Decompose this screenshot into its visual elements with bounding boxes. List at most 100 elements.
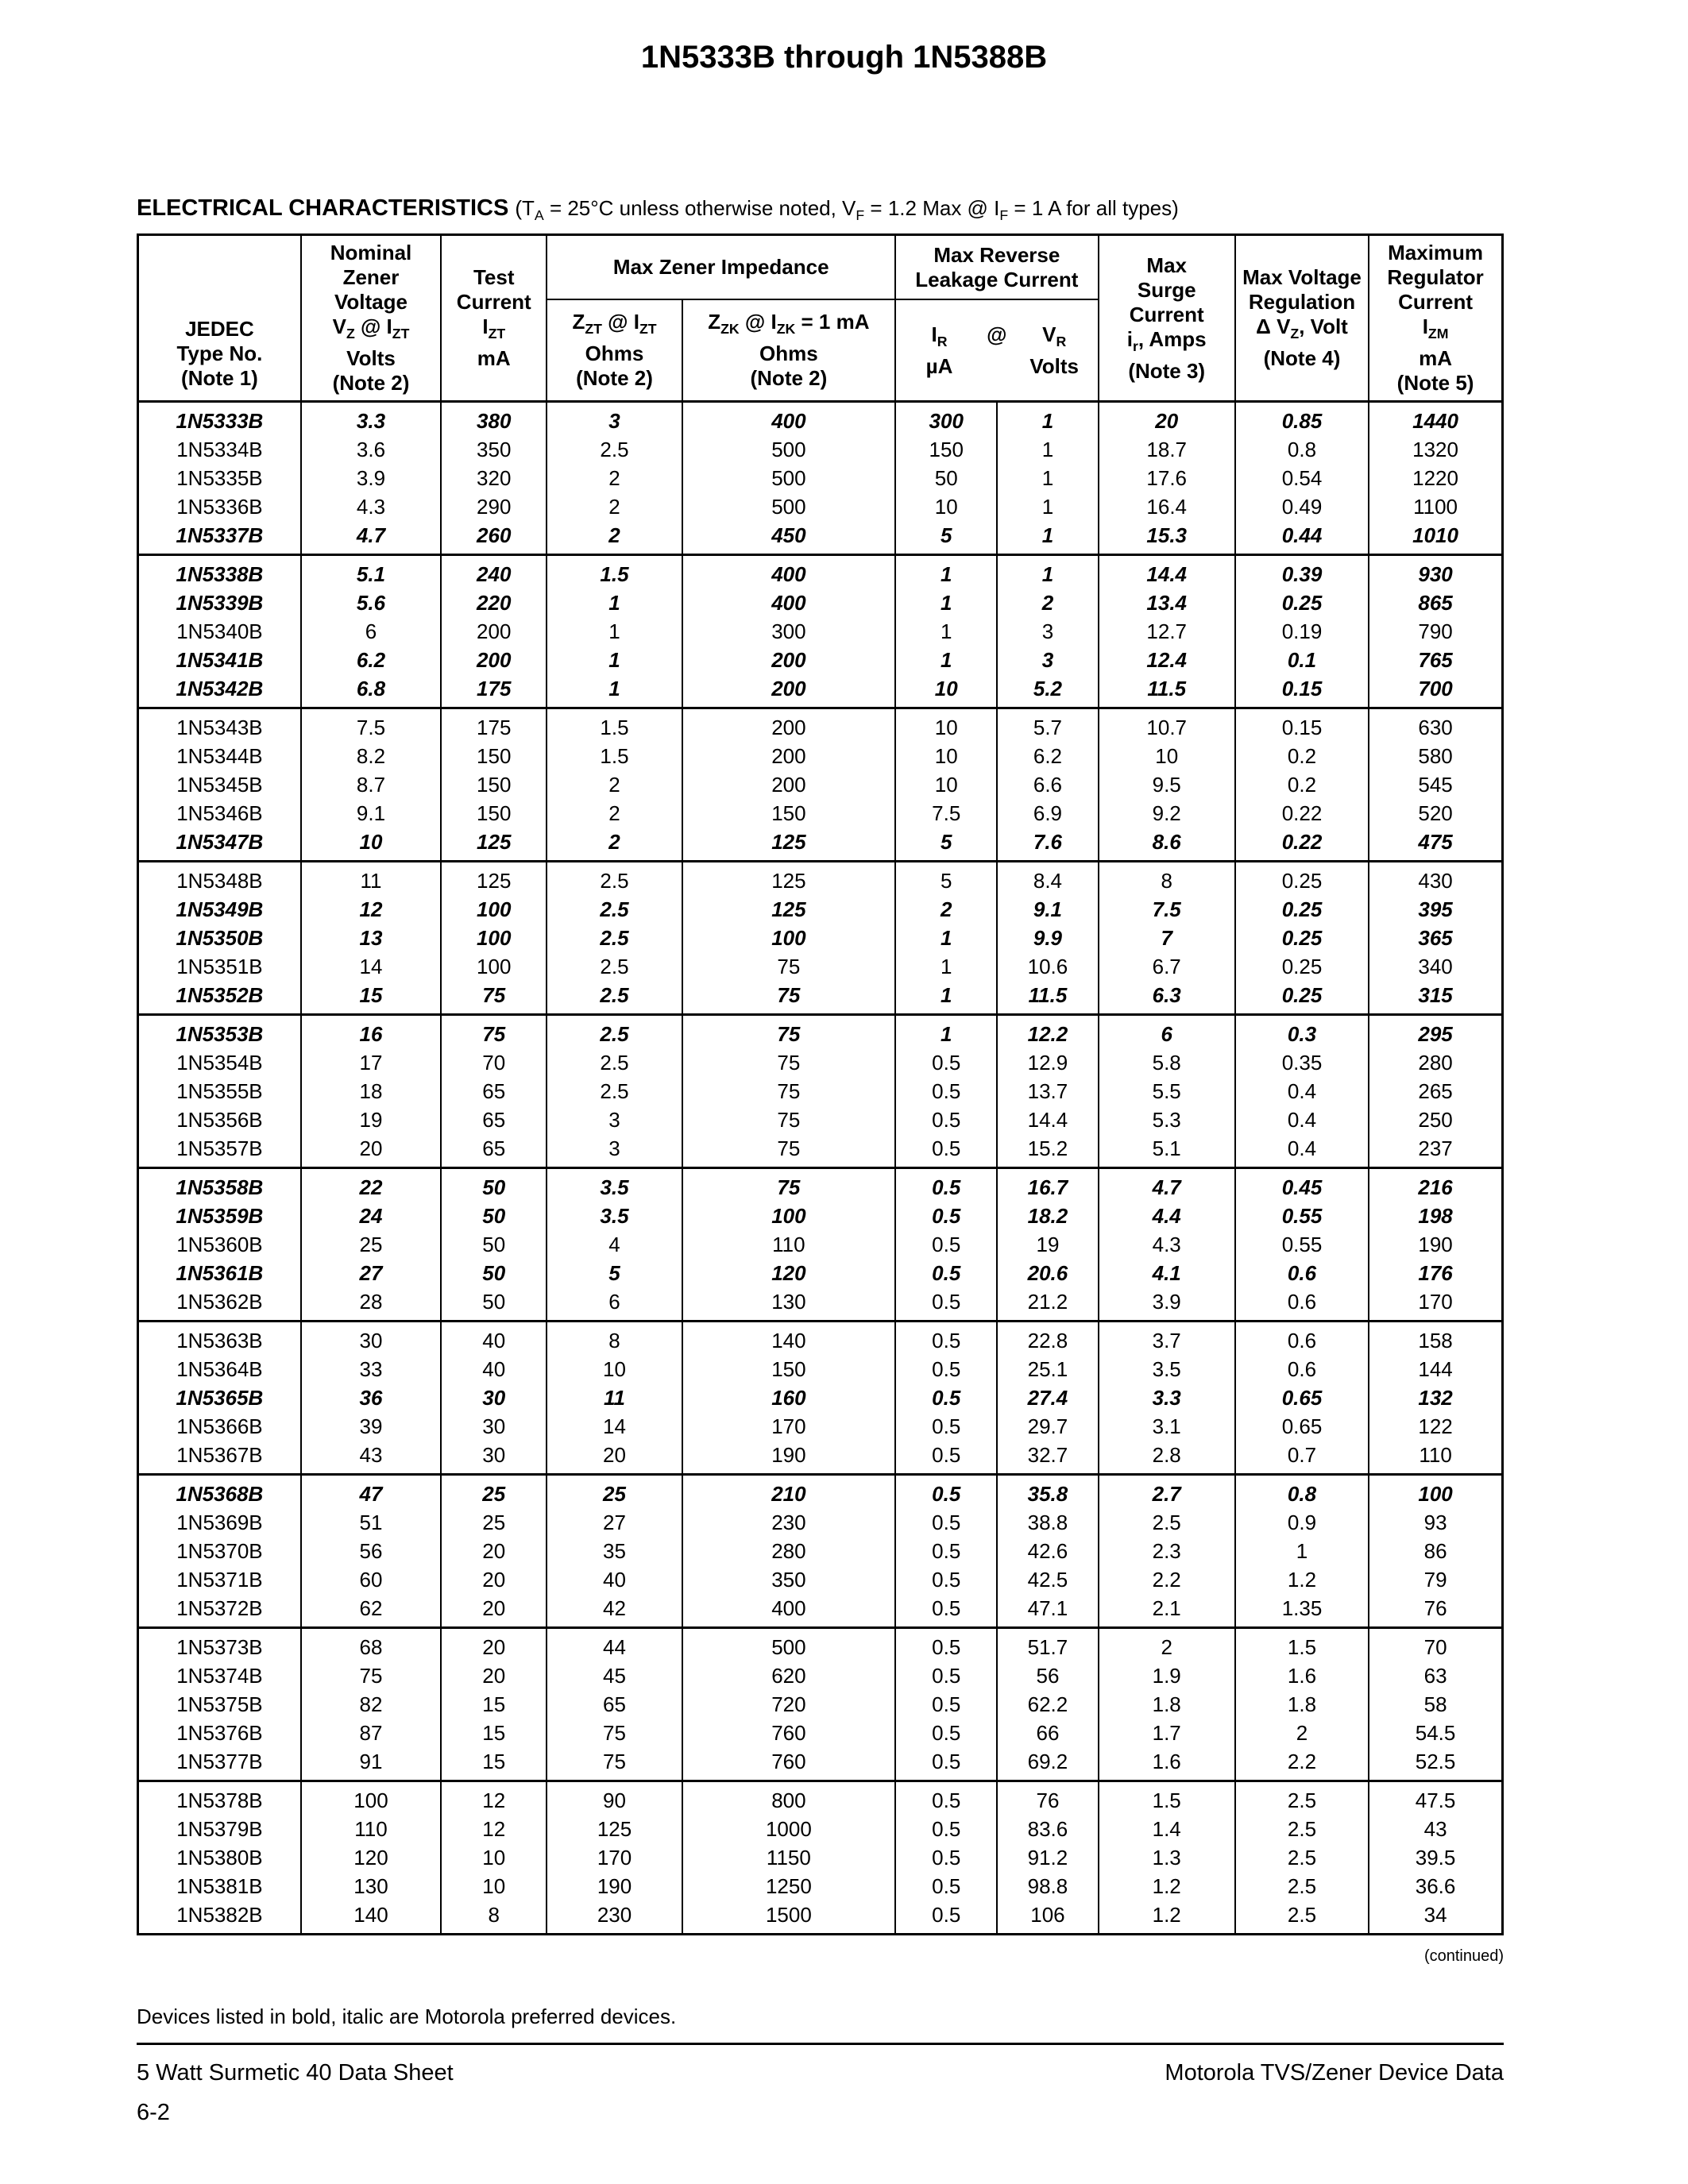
cell-test-current: 65 — [440, 1106, 547, 1135]
cell-nominal-voltage: 16 — [299, 1014, 442, 1049]
header-zzt-impedance: ZZT @ IZT Ohms (Note 2) — [546, 299, 682, 403]
cell-zzk-impedance: 1250 — [681, 1872, 896, 1901]
cell-surge-current: 2.3 — [1097, 1537, 1235, 1566]
device-group: 1N5343B 7.5 175 1.5 200 10 5.7 10.7 0.15 630 1N534… — [137, 708, 1503, 862]
cell-surge-current: 5.3 — [1097, 1106, 1235, 1135]
cell-test-current: 30 — [440, 1441, 547, 1475]
cell-type-number: 1N5371B — [137, 1565, 301, 1595]
cell-nominal-voltage: 3.6 — [299, 435, 442, 465]
cell-surge-current: 1.8 — [1097, 1690, 1235, 1719]
cell-leakage-ir: 0.5 — [894, 1259, 998, 1288]
cell-leakage-vr: 8.4 — [996, 861, 1099, 896]
cell-test-current: 20 — [440, 1537, 547, 1566]
cell-test-current: 65 — [440, 1077, 547, 1106]
cell-zzt-impedance: 1.5 — [546, 554, 682, 589]
cell-regulator-current: 545 — [1368, 770, 1503, 800]
cell-zzt-impedance: 6 — [546, 1287, 682, 1322]
cell-voltage-regulation: 0.25 — [1234, 952, 1369, 982]
cell-test-current: 50 — [440, 1202, 547, 1231]
cell-nominal-voltage: 140 — [299, 1900, 442, 1935]
cell-leakage-ir: 0.5 — [894, 1230, 998, 1260]
device-row-1N5351B: 1N5351B 14 100 2.5 75 1 10.6 6.7 0.25 340 — [137, 952, 1503, 982]
cell-nominal-voltage: 4.3 — [299, 492, 442, 522]
cell-surge-current: 1.4 — [1097, 1815, 1235, 1844]
cell-test-current: 320 — [440, 464, 547, 493]
device-row-1N5353B: 1N5353B 16 75 2.5 75 1 12.2 6 0.3 295 — [137, 1014, 1503, 1049]
device-row-1N5366B: 1N5366B 39 30 14 170 0.5 29.7 3.1 0.65 122 — [137, 1412, 1503, 1441]
page-footer: 5 Watt Surmetic 40 Data Sheet Motorola T… — [137, 2060, 1504, 2086]
cell-surge-current: 15.3 — [1097, 521, 1235, 555]
device-row-1N5355B: 1N5355B 18 65 2.5 75 0.5 13.7 5.5 0.4 265 — [137, 1077, 1503, 1106]
device-row-1N5346B: 1N5346B 9.1 150 2 150 7.5 6.9 9.2 0.22 520 — [137, 799, 1503, 828]
cell-leakage-vr: 13.7 — [996, 1077, 1099, 1106]
cell-regulator-current: 1100 — [1368, 492, 1503, 522]
cell-leakage-ir: 1 — [894, 924, 998, 953]
cell-test-current: 10 — [440, 1843, 547, 1873]
cell-voltage-regulation: 0.6 — [1234, 1355, 1369, 1384]
cell-surge-current: 20 — [1097, 401, 1235, 436]
cell-zzt-impedance: 20 — [546, 1441, 682, 1475]
cell-test-current: 150 — [440, 742, 547, 771]
cell-test-current: 380 — [440, 401, 547, 436]
device-row-1N5333B: 1N5333B 3.3 380 3 400 300 1 20 0.85 1440 — [137, 401, 1503, 436]
cell-zzt-impedance: 75 — [546, 1719, 682, 1748]
cell-voltage-regulation: 0.49 — [1234, 492, 1369, 522]
cell-voltage-regulation: 0.65 — [1234, 1383, 1369, 1413]
cell-surge-current: 7.5 — [1097, 895, 1235, 924]
cell-surge-current: 9.5 — [1097, 770, 1235, 800]
cell-zzt-impedance: 1.5 — [546, 742, 682, 771]
cell-nominal-voltage: 27 — [299, 1259, 442, 1288]
cell-leakage-ir: 0.5 — [894, 1077, 998, 1106]
device-row-1N5361B: 1N5361B 27 50 5 120 0.5 20.6 4.1 0.6 176 — [137, 1259, 1503, 1288]
cell-surge-current: 1.2 — [1097, 1872, 1235, 1901]
cell-test-current: 20 — [440, 1594, 547, 1628]
cell-regulator-current: 54.5 — [1368, 1719, 1503, 1748]
cell-zzt-impedance: 3 — [546, 1134, 682, 1168]
cell-leakage-ir: 5 — [894, 828, 998, 862]
cell-leakage-ir: 0.5 — [894, 1594, 998, 1628]
cell-leakage-ir: 0.5 — [894, 1474, 998, 1509]
header-nominal-zener-voltage: Nominal Zener Voltage VZ @ IZT Volts (Note 2) — [299, 234, 442, 403]
cell-zzk-impedance: 400 — [681, 588, 896, 618]
cell-type-number: 1N5366B — [137, 1412, 301, 1441]
cell-voltage-regulation: 2.5 — [1234, 1843, 1369, 1873]
cell-leakage-ir: 10 — [894, 492, 998, 522]
cell-type-number: 1N5333B — [137, 401, 301, 436]
device-row-1N5370B: 1N5370B 56 20 35 280 0.5 42.6 2.3 1 86 — [137, 1537, 1503, 1566]
cell-voltage-regulation: 0.45 — [1234, 1167, 1369, 1202]
cell-voltage-regulation: 1.2 — [1234, 1565, 1369, 1595]
device-row-1N5354B: 1N5354B 17 70 2.5 75 0.5 12.9 5.8 0.35 280 — [137, 1048, 1503, 1078]
cell-type-number: 1N5342B — [137, 674, 301, 708]
cell-surge-current: 13.4 — [1097, 588, 1235, 618]
header-jedec-type: JEDEC Type No. (Note 1) — [137, 234, 301, 403]
device-row-1N5358B: 1N5358B 22 50 3.5 75 0.5 16.7 4.7 0.45 216 — [137, 1167, 1503, 1202]
device-row-1N5379B: 1N5379B 110 12 125 1000 0.5 83.6 1.4 2.5 43 — [137, 1815, 1503, 1844]
cell-regulator-current: 52.5 — [1368, 1747, 1503, 1781]
cell-type-number: 1N5379B — [137, 1815, 301, 1844]
cell-leakage-vr: 3 — [996, 646, 1099, 675]
device-row-1N5368B: 1N5368B 47 25 25 210 0.5 35.8 2.7 0.8 100 — [137, 1474, 1503, 1509]
device-row-1N5337B: 1N5337B 4.7 260 2 450 5 1 15.3 0.44 1010 — [137, 521, 1503, 555]
cell-zzt-impedance: 2 — [546, 521, 682, 555]
cell-surge-current: 16.4 — [1097, 492, 1235, 522]
cell-type-number: 1N5365B — [137, 1383, 301, 1413]
cell-zzt-impedance: 3 — [546, 1106, 682, 1135]
cell-type-number: 1N5380B — [137, 1843, 301, 1873]
cell-test-current: 8 — [440, 1900, 547, 1935]
cell-nominal-voltage: 19 — [299, 1106, 442, 1135]
cell-zzk-impedance: 150 — [681, 799, 896, 828]
cell-leakage-vr: 76 — [996, 1781, 1099, 1815]
cell-nominal-voltage: 6.2 — [299, 646, 442, 675]
cell-type-number: 1N5335B — [137, 464, 301, 493]
cell-leakage-vr: 1 — [996, 435, 1099, 465]
device-row-1N5340B: 1N5340B 6 200 1 300 1 3 12.7 0.19 790 — [137, 617, 1503, 646]
cell-zzk-impedance: 140 — [681, 1321, 896, 1356]
cell-zzt-impedance: 1 — [546, 588, 682, 618]
cell-surge-current: 4.1 — [1097, 1259, 1235, 1288]
cell-voltage-regulation: 0.55 — [1234, 1230, 1369, 1260]
cell-zzk-impedance: 200 — [681, 770, 896, 800]
cell-type-number: 1N5350B — [137, 924, 301, 953]
cell-zzt-impedance: 65 — [546, 1690, 682, 1719]
device-row-1N5343B: 1N5343B 7.5 175 1.5 200 10 5.7 10.7 0.15 630 — [137, 708, 1503, 743]
cell-test-current: 200 — [440, 646, 547, 675]
